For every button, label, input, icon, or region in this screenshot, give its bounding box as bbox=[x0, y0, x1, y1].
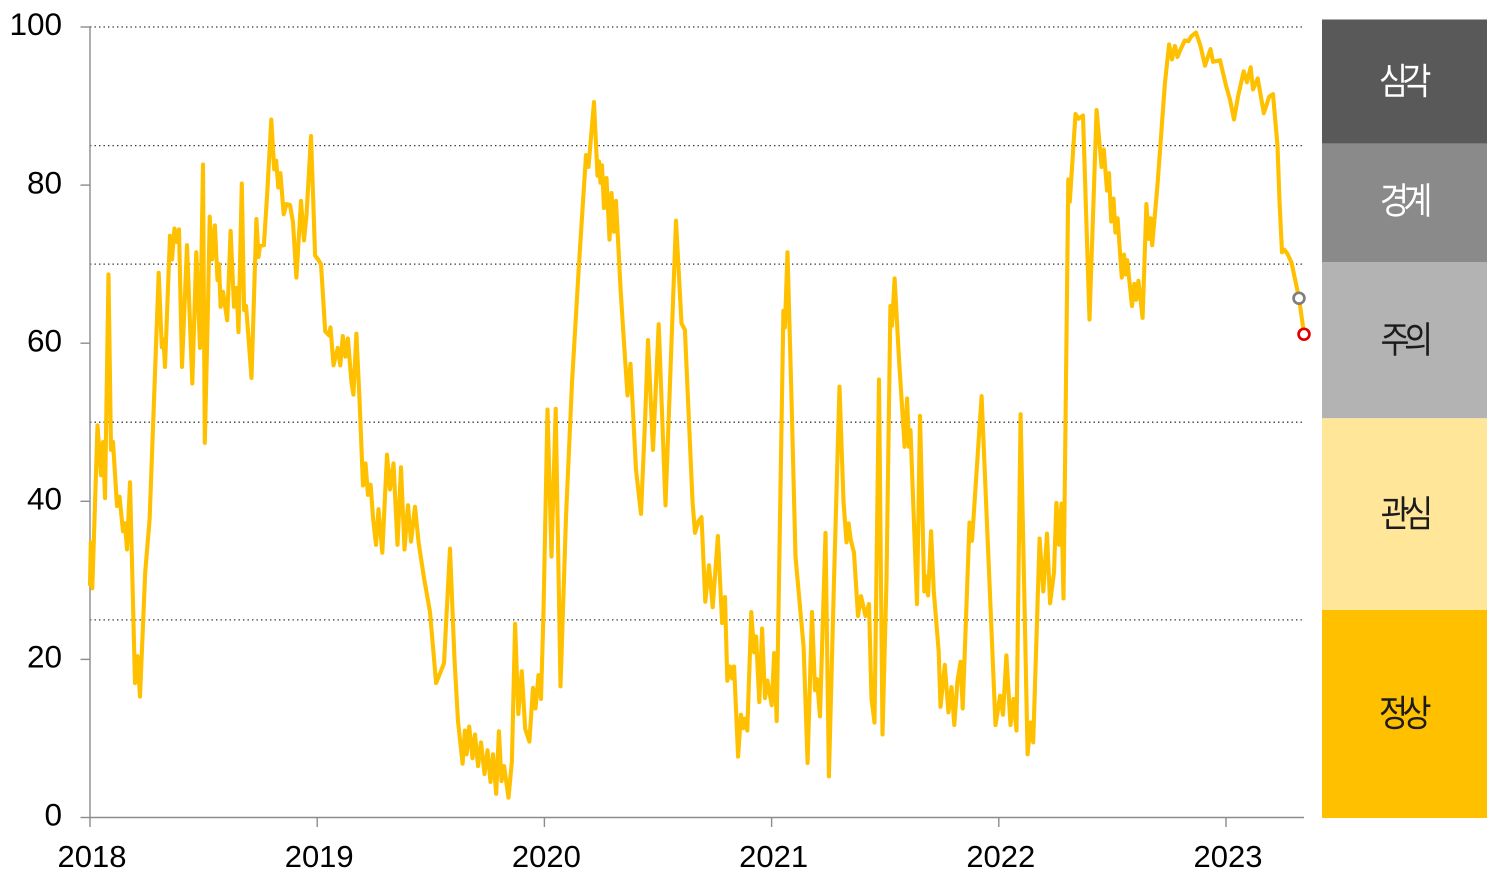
svg-text:0: 0 bbox=[44, 797, 62, 833]
svg-text:2023: 2023 bbox=[1194, 839, 1263, 873]
svg-text:100: 100 bbox=[9, 6, 62, 42]
svg-text:2022: 2022 bbox=[966, 839, 1035, 873]
svg-text:80: 80 bbox=[27, 164, 62, 200]
svg-text:2021: 2021 bbox=[739, 839, 808, 873]
svg-text:20: 20 bbox=[27, 639, 62, 675]
svg-text:40: 40 bbox=[27, 481, 62, 517]
svg-text:2018: 2018 bbox=[58, 839, 127, 873]
svg-text:60: 60 bbox=[27, 322, 62, 358]
svg-text:2020: 2020 bbox=[512, 839, 581, 873]
svg-text:2019: 2019 bbox=[285, 839, 354, 873]
